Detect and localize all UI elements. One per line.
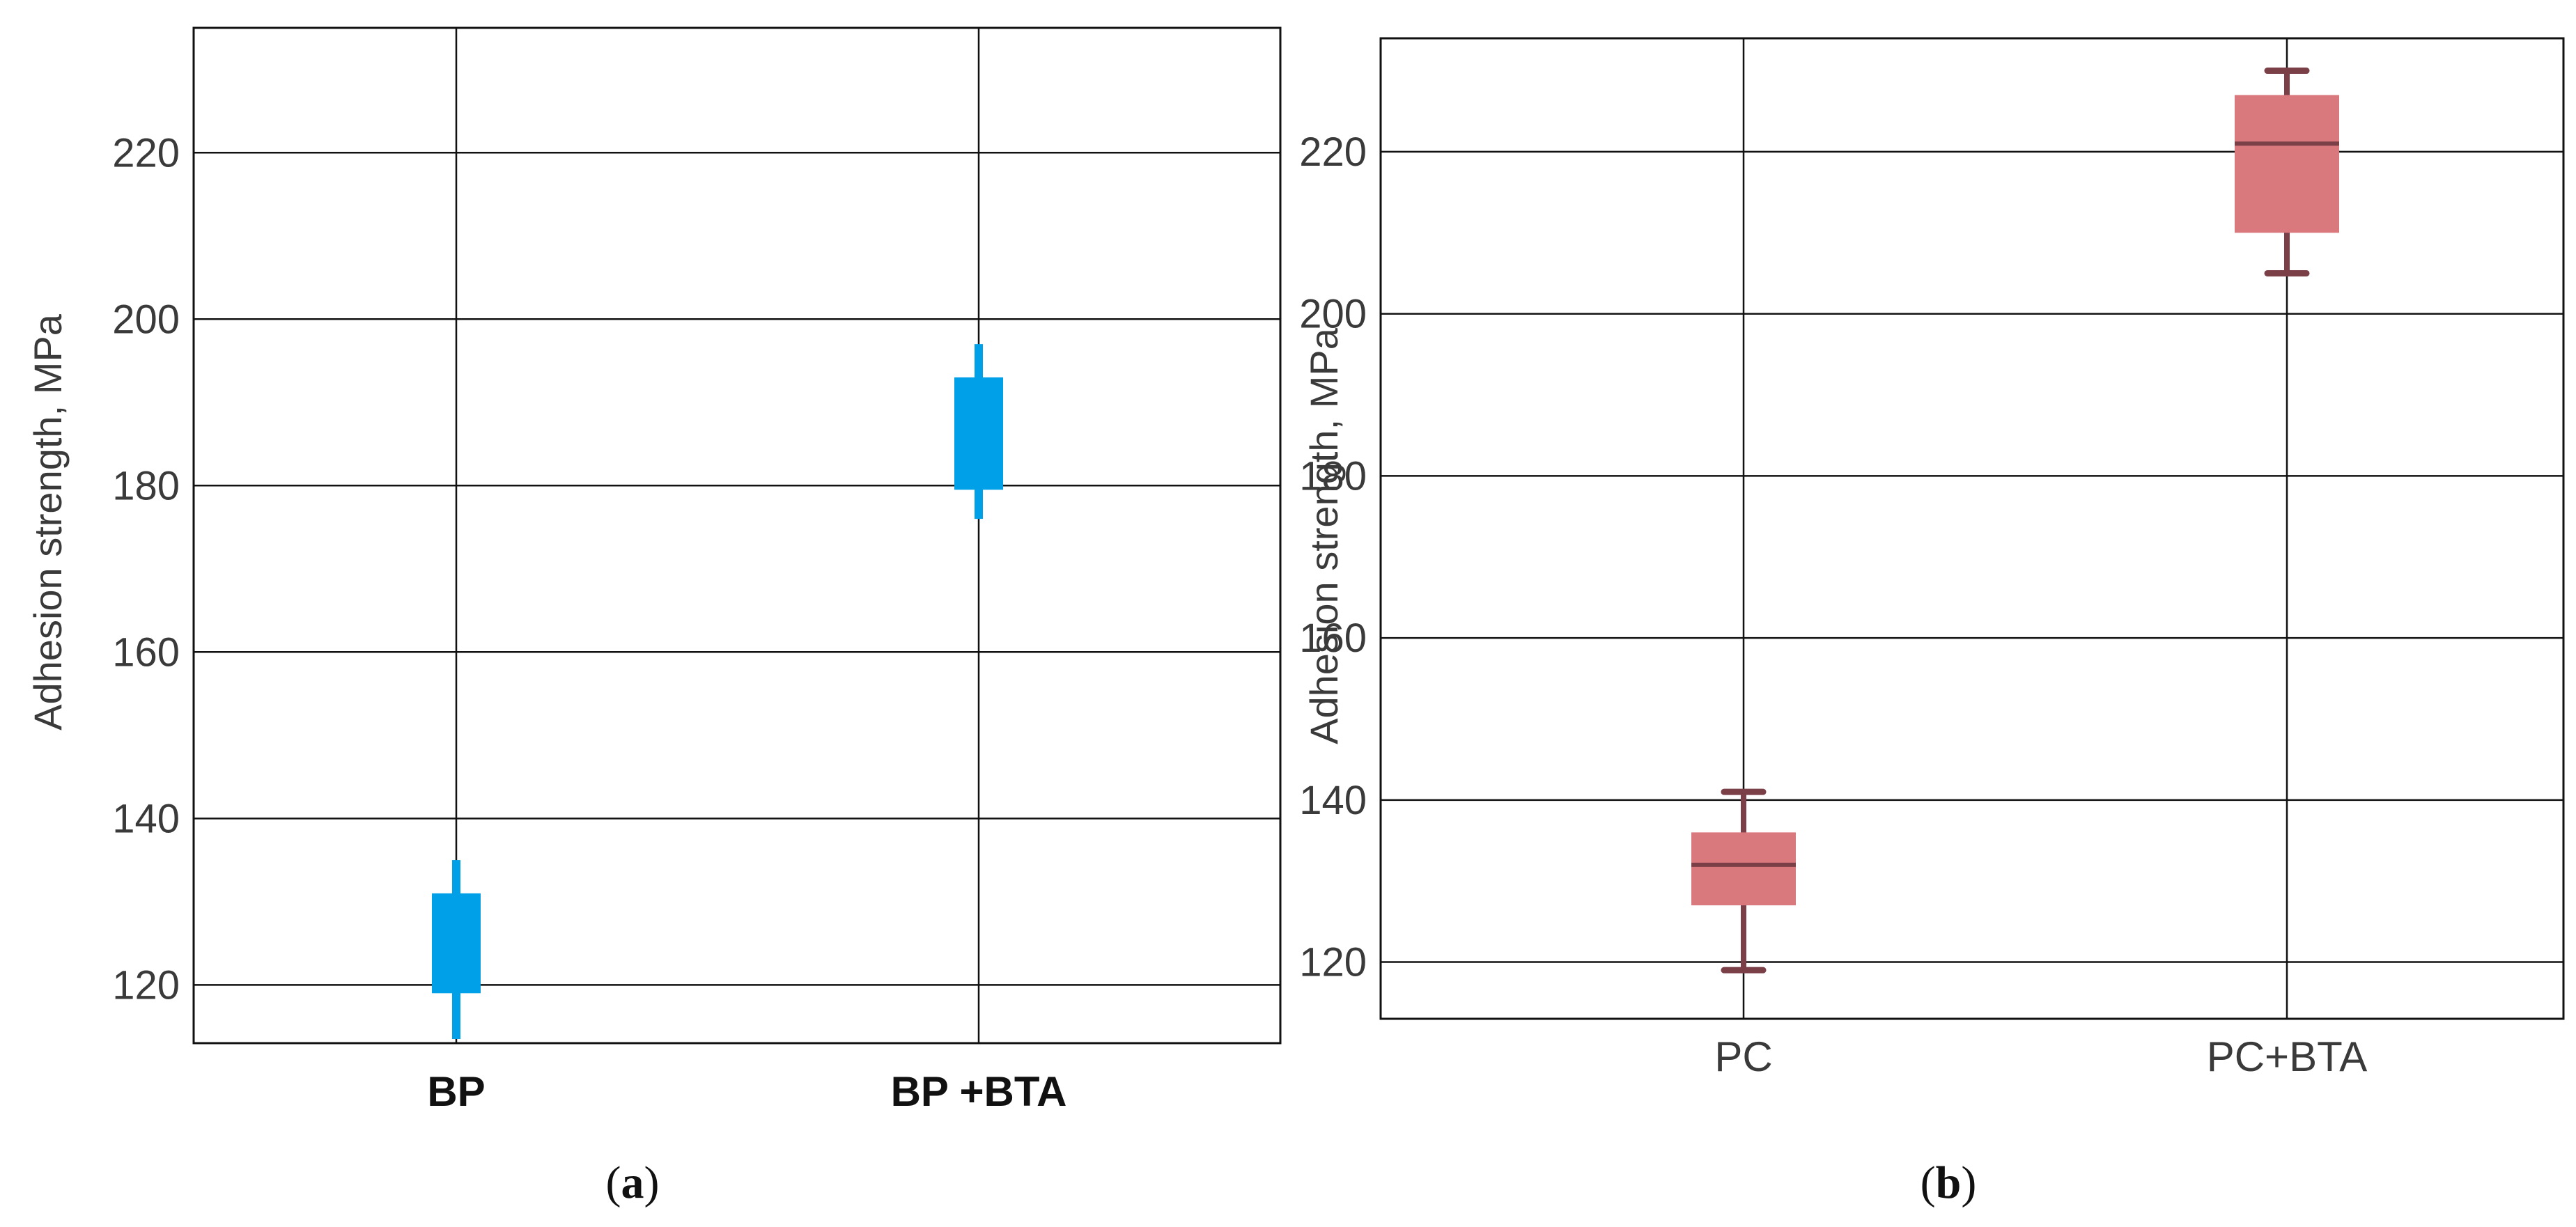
panel-a-y-tick-160: 160 [112,630,180,675]
panel-b-x-tick-labels: PC PC+BTA [1714,1033,2367,1080]
panel-a-y-tick-labels: 120 140 160 180 200 220 [112,130,180,1008]
panel-b-y-axis-label: Adhesion strength, MPa [1302,327,1346,744]
panel-a-caption: (a) [606,1157,660,1208]
panel-b-x-tick-1: PC+BTA [2207,1033,2368,1080]
panel-b-chart: 120 140 160 180 200 220 PC PC+BTA Adhesion str… [1299,37,2565,1208]
panel-a-y-tick-120: 120 [112,962,180,1008]
panel-a-x-tick-labels: BP BP +BTA [427,1068,1066,1115]
panel-b-caption-close: ) [1961,1157,1976,1208]
panel-b-y-tick-labels: 120 140 160 180 200 220 [1299,130,1367,985]
panel-b-box-0 [1691,788,1796,974]
panel-b-box-body-0 [1691,832,1796,906]
panel-b-boxes [1691,68,2339,974]
panel-b-y-tick-120: 120 [1299,940,1367,985]
panel-a-caption-close: ) [644,1157,660,1208]
panel-b-box-body-1 [2235,95,2339,233]
panel-b-x-tick-0: PC [1714,1033,1772,1080]
panel-b-y-tick-140: 140 [1299,778,1367,823]
panel-a-y-axis-label: Adhesion strength, MPa [26,313,70,730]
panel-a-x-tick-0: BP [427,1068,485,1115]
panel-b-y-tick-200: 200 [1299,292,1367,337]
panel-b-gridlines [1381,38,2563,1019]
panel-a-box-body-0 [432,893,481,994]
panel-a-y-tick-180: 180 [112,463,180,508]
panel-b-caption-open: ( [1921,1157,1936,1208]
panel-b-y-tick-220: 220 [1299,130,1367,175]
panel-a-y-tick-220: 220 [112,130,180,175]
panel-b-y-tick-180: 180 [1299,453,1367,499]
panel-b-box-1 [2235,68,2339,276]
panel-a-box-1 [954,344,1003,519]
panel-a-caption-open: ( [606,1157,621,1208]
panel-b-plot-frame [1379,37,2565,1020]
panel-b-caption: (b) [1921,1157,1977,1208]
panel-b-caption-letter: b [1936,1157,1962,1208]
panel-a-x-tick-1: BP +BTA [891,1068,1067,1115]
panel-a-box-body-1 [954,377,1003,490]
panel-a-boxes [432,344,1003,1040]
panel-a-caption-letter: a [621,1157,644,1208]
panel-a-chart: 120 140 160 180 200 220 BP BP +BTA Adhesion st… [26,26,1282,1208]
panel-a-plot-frame [192,26,1282,1045]
panel-a-y-tick-140: 140 [112,796,180,841]
panel-a-box-0 [432,860,481,1040]
panel-b-y-tick-160: 160 [1299,616,1367,661]
panel-a-y-tick-200: 200 [112,297,180,342]
panel-a-gridlines [194,28,1280,1043]
